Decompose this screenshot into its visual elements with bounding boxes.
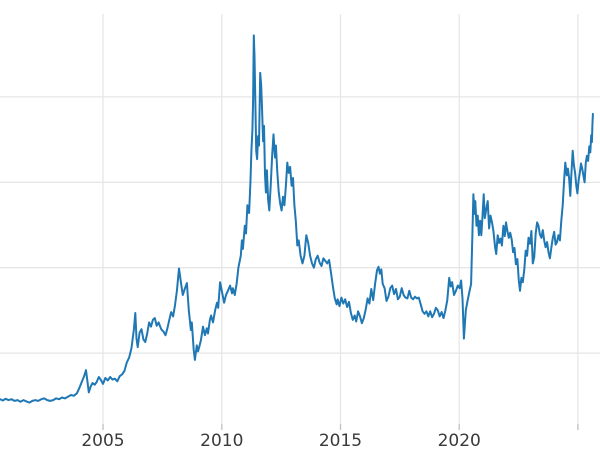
x-axis-tick-labels: 2005 2010 2015 2020 xyxy=(81,431,481,451)
x-tick-label-2015: 2015 xyxy=(319,431,362,450)
x-tick-label-2010: 2010 xyxy=(200,431,243,450)
vertical-gridlines xyxy=(102,14,579,424)
x-tick-label-2020: 2020 xyxy=(438,431,481,450)
horizontal-gridlines xyxy=(0,96,600,354)
x-tick-label-2005: 2005 xyxy=(81,431,124,450)
x-axis-ticks xyxy=(102,424,579,430)
price-line xyxy=(0,34,594,404)
